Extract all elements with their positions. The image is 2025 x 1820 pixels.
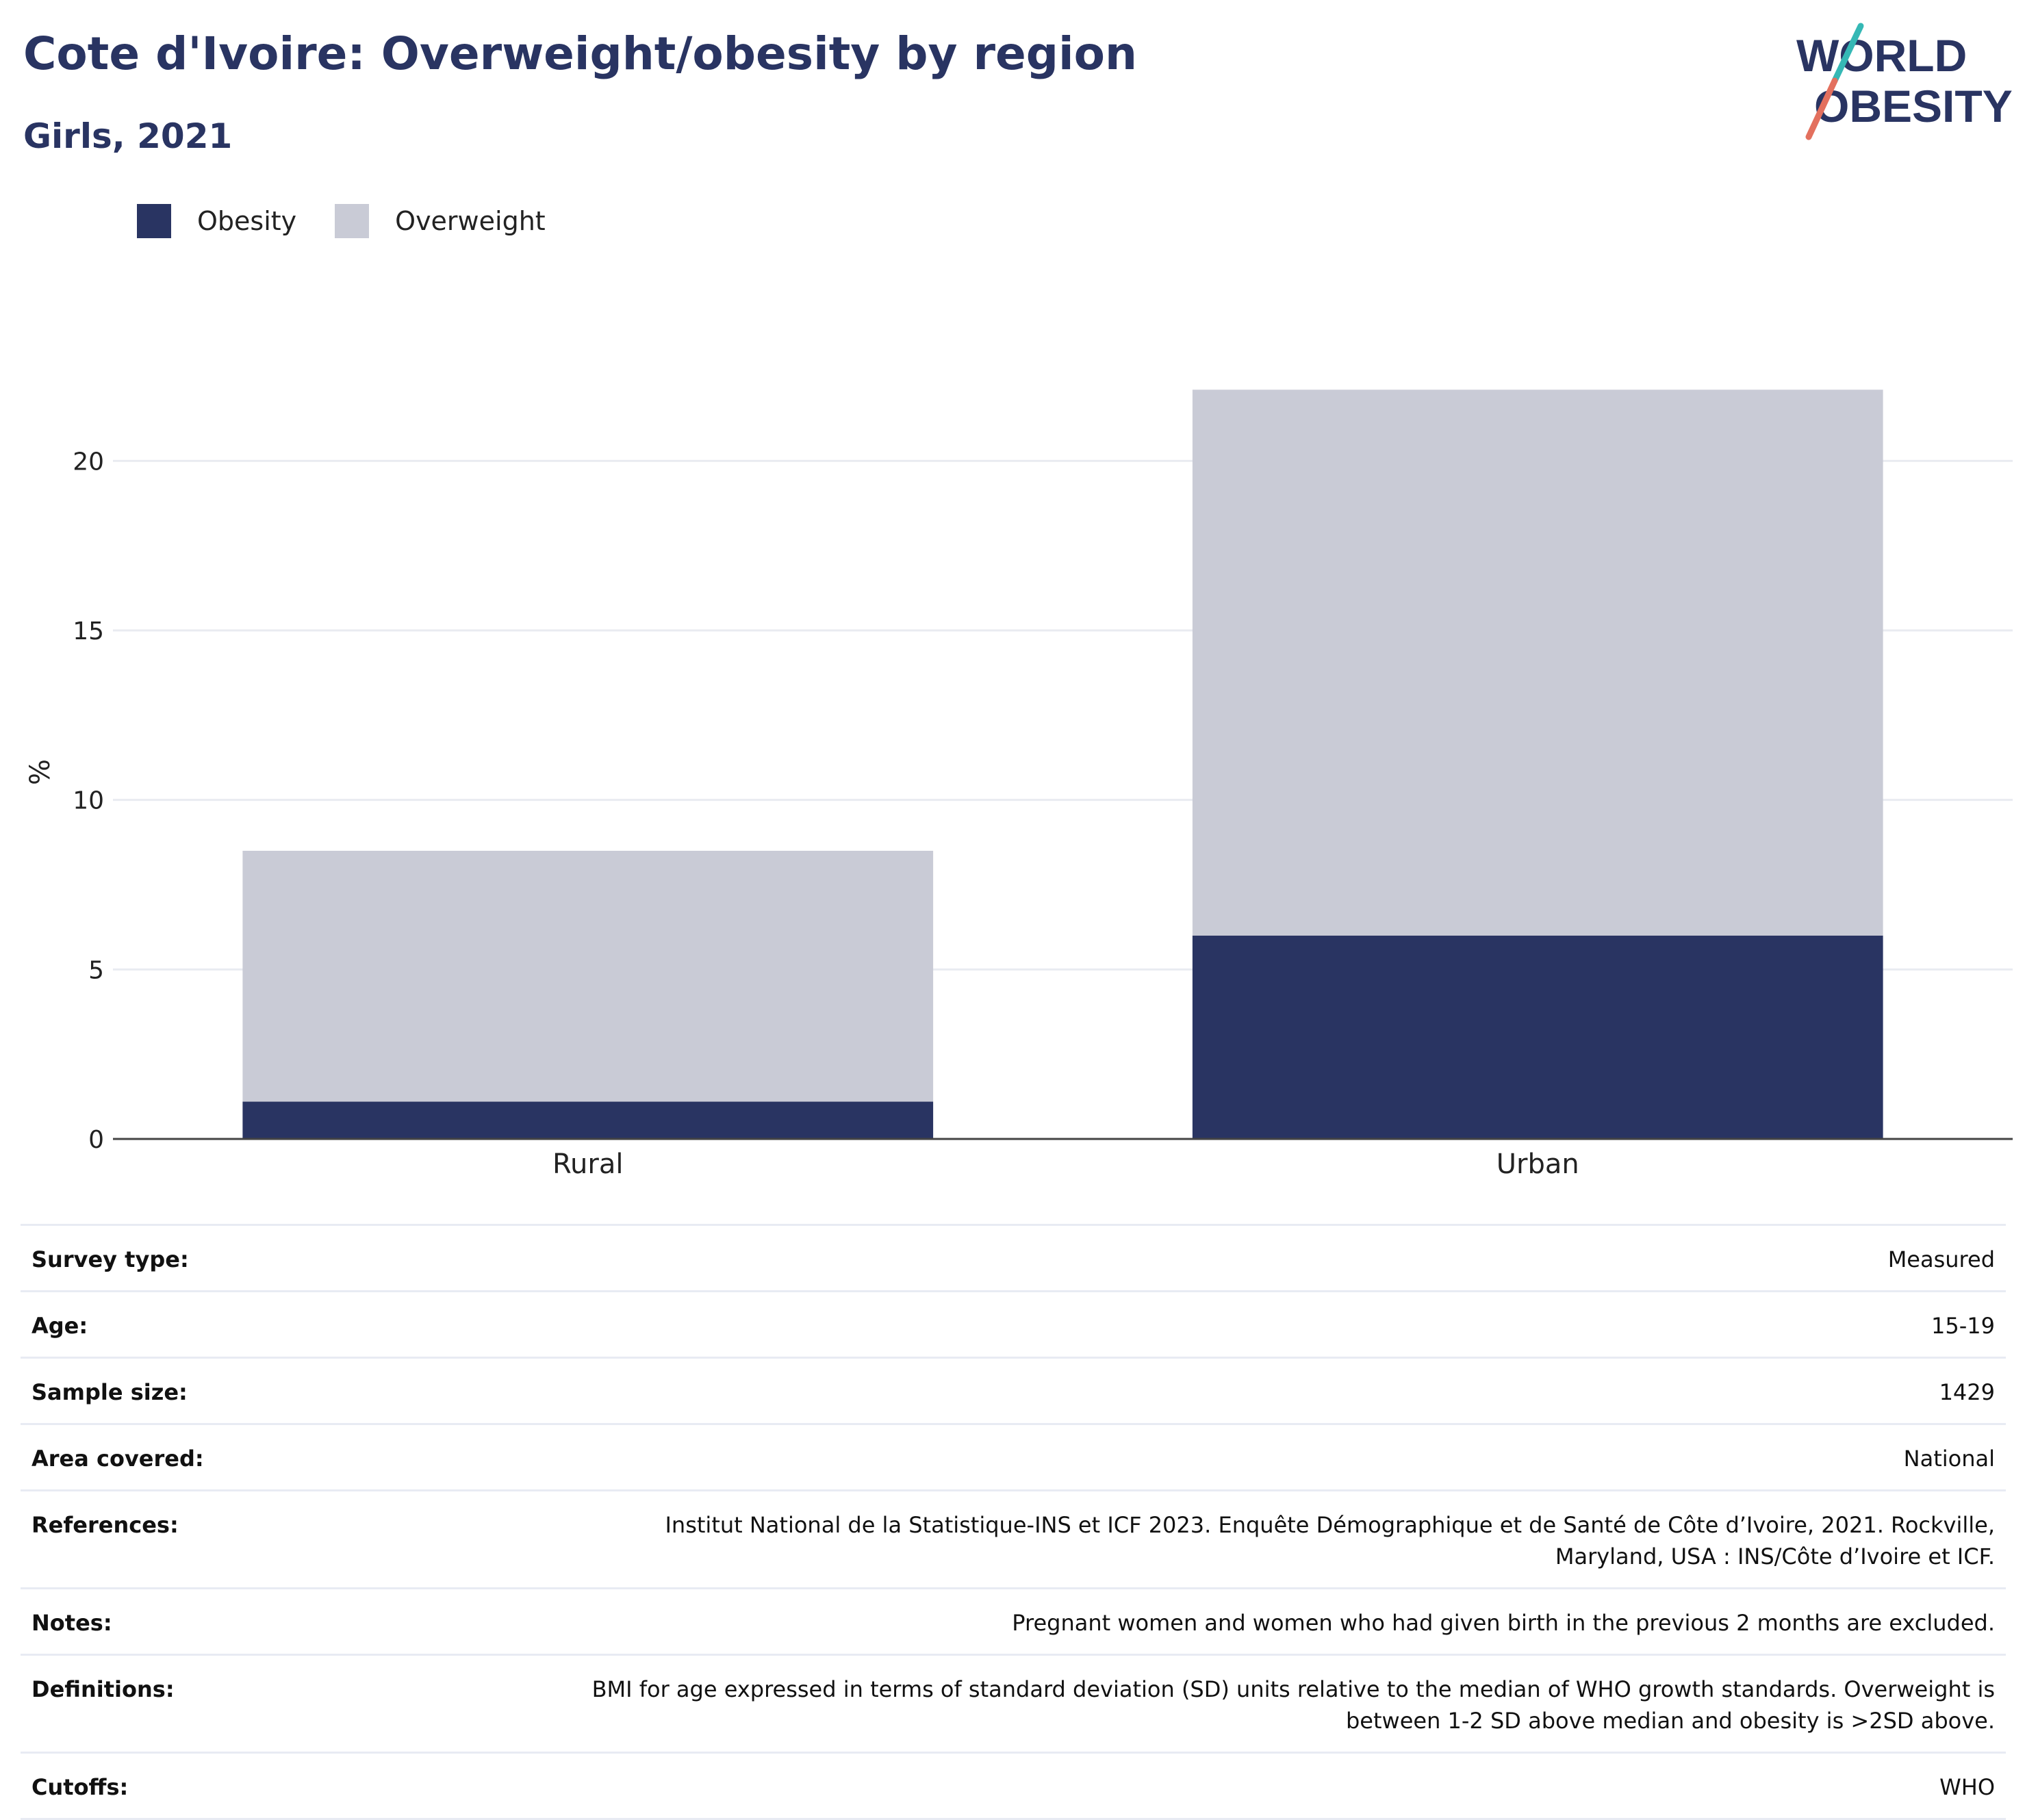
row-label: Notes: [31,1610,112,1636]
row-value: Institut National de la Statistique-INS … [665,1512,1995,1569]
table-row: Age: 15-19 [21,1290,2006,1357]
table-row: Notes: Pregnant women and women who had … [21,1587,2006,1654]
legend-label-overweight: Overweight [395,206,546,236]
table-row: Cutoffs: WHO [21,1752,2006,1820]
row-label: Age: [31,1313,88,1339]
table-row: Definitions: BMI for age expressed in te… [21,1654,2006,1752]
y-tick-label: 5 [88,956,104,984]
logo-text-world: WORLD [1796,30,1967,81]
bar-overweight-rural [242,850,934,1102]
chart-subtitle: Girls, 2021 [23,116,233,156]
y-tick-label: 10 [73,787,104,815]
row-value: BMI for age expressed in terms of standa… [591,1676,1995,1734]
row-value: National [1903,1446,1995,1472]
row-label: Survey type: [31,1246,189,1272]
table-row: Sample size: 1429 [21,1357,2006,1423]
row-value: Pregnant women and women who had given b… [1012,1610,1995,1636]
bar-obesity-urban [1192,935,1883,1139]
y-tick-label: 15 [73,617,104,645]
row-label: Definitions: [31,1676,175,1702]
legend-swatch-obesity [137,204,171,238]
legend-swatch-overweight [335,204,370,238]
table-row: References: Institut National de la Stat… [21,1489,2006,1587]
survey-info-table: Survey type: Measured Age: 15-19 Sample … [21,1224,2006,1820]
logo-text-obesity: OBESITY [1814,81,2013,131]
table-row: Survey type: Measured [21,1224,2006,1290]
logo-slash-teal [1831,23,1864,84]
row-label: Area covered: [31,1446,204,1472]
y-axis-label: % [25,759,56,785]
row-label: Cutoffs: [31,1774,129,1800]
row-label: Sample size: [31,1379,188,1405]
row-value: Measured [1887,1246,1995,1272]
legend-item-overweight[interactable]: Overweight [335,204,546,238]
bar-overweight-urban [1192,389,1883,936]
chart-legend: Obesity Overweight [137,204,584,238]
table-row: Area covered: National [21,1423,2006,1489]
legend-item-obesity[interactable]: Obesity [137,204,296,238]
legend-label-obesity: Obesity [197,206,297,236]
logo-slash-coral [1805,77,1838,140]
x-tick-label: Urban [1497,1149,1579,1180]
y-tick-label: 20 [73,448,104,476]
world-obesity-logo: WORLD OBESITY [1796,23,2013,140]
bar-obesity-rural [242,1101,934,1139]
row-value: 15-19 [1931,1313,1995,1339]
y-tick-label: 0 [88,1126,104,1154]
row-value: 1429 [1939,1379,1995,1405]
row-value: WHO [1939,1774,1995,1800]
row-label: References: [31,1512,179,1538]
chart-title: Cote d'Ivoire: Overweight/obesity by reg… [23,27,1137,80]
bar-chart: 0 5 10 15 20% Rural Urban [25,389,2013,1180]
x-tick-label: Rural [552,1149,623,1180]
